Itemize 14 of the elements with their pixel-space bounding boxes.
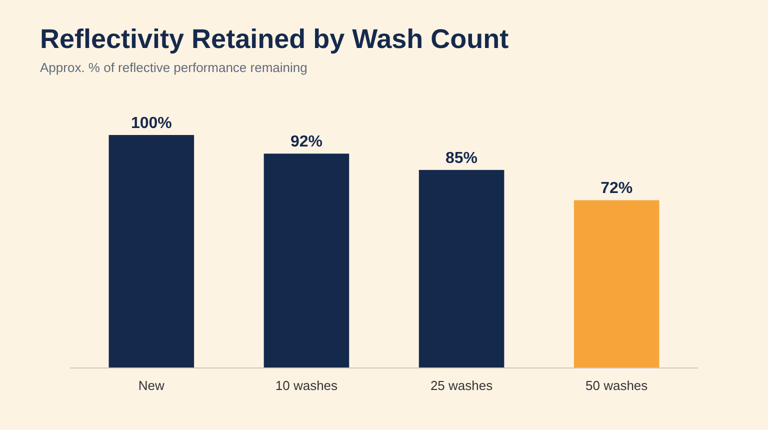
x-tick-label: New <box>138 378 166 393</box>
bar <box>264 154 350 368</box>
x-tick-label: 10 washes <box>275 378 338 393</box>
data-label: 85% <box>446 150 478 167</box>
x-tick-label: 50 washes <box>586 378 648 393</box>
chart-subtitle: Approx. % of reflective performance remaining <box>40 60 308 75</box>
data-label: 72% <box>600 180 633 198</box>
bar <box>574 200 660 368</box>
bar <box>108 135 194 368</box>
data-label: 92% <box>290 134 322 151</box>
bar <box>418 170 504 368</box>
x-tick-label: 25 washes <box>430 378 494 393</box>
chart-title: Reflectivity Retained by Wash Count <box>40 24 509 54</box>
data-label: 100% <box>130 115 172 132</box>
